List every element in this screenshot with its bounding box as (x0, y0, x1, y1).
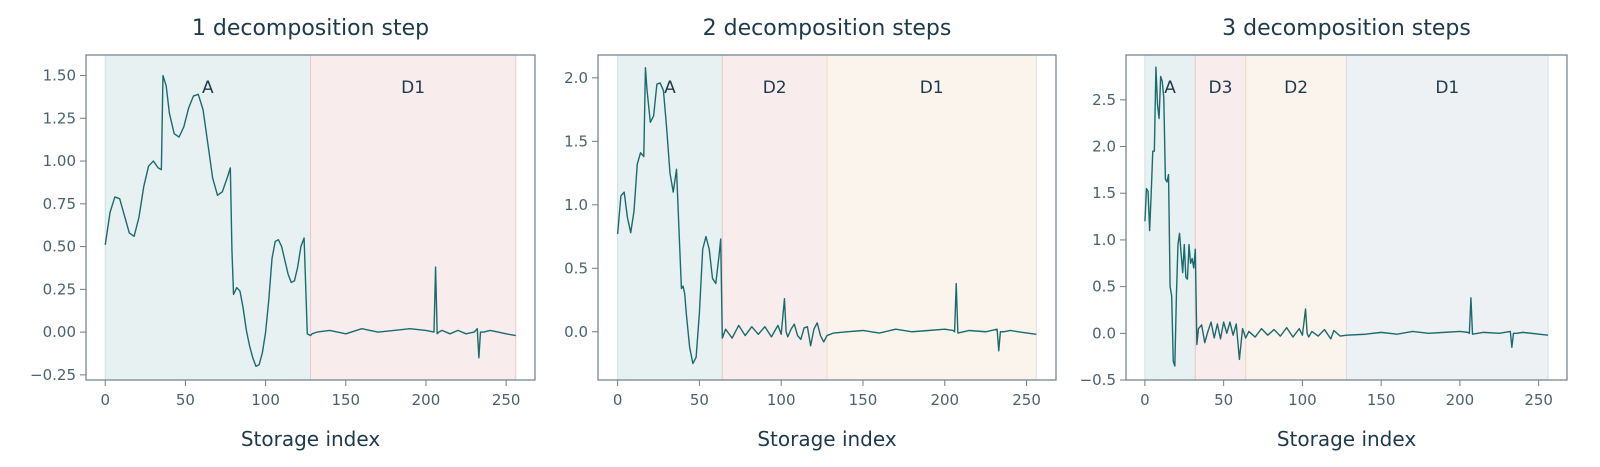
region-band-a (1144, 54, 1196, 381)
chart-title: 2 decomposition steps (703, 16, 952, 41)
x-tick-label: 200 (1446, 391, 1475, 409)
series-line (1144, 66, 1549, 367)
x-tick-label: 150 (1367, 391, 1396, 409)
y-tick-label: 0.75 (43, 195, 76, 213)
y-tick-label: −0.5 (1080, 371, 1116, 389)
x-tick-label: 150 (331, 391, 360, 409)
y-tick-label: 1.25 (43, 109, 76, 127)
x-axis-label: Storage index (757, 427, 896, 451)
region-label-d2: D2 (763, 78, 787, 98)
subplot-1-decomposition-step: A D1 0 50 100 150 200 250 −0.25 0.00 0.25 0.50 0.75 1… (30, 16, 536, 451)
x-tick-label: 100 (1288, 391, 1317, 409)
x-tick-label: 50 (690, 391, 709, 409)
y-tick-label: 0.5 (564, 259, 588, 277)
region-band-d1 (1346, 54, 1549, 381)
series-line (616, 67, 1037, 365)
y-tick-label: 1.5 (1092, 184, 1116, 202)
x-axis-label: Storage index (241, 427, 380, 451)
y-tick-label: 0.25 (43, 280, 76, 298)
axes-frame (597, 54, 1057, 381)
y-tick-label: 0.0 (564, 323, 588, 341)
x-tick-label: 250 (1012, 391, 1041, 409)
x-tick-label: 50 (1214, 391, 1233, 409)
x-tick-label: 200 (930, 391, 959, 409)
y-tick-label: 1.0 (1092, 231, 1116, 249)
region-label-d1: D1 (401, 78, 425, 98)
region-label-d3: D3 (1209, 78, 1233, 98)
series-line (104, 74, 516, 368)
region-label-d1: D1 (1435, 78, 1459, 98)
y-tick-label: 2.0 (564, 69, 588, 87)
region-label-d2: D2 (1284, 78, 1308, 98)
y-tick-label: 0.50 (43, 238, 76, 256)
region-band-a (104, 54, 311, 381)
y-tick-label: 0.5 (1092, 278, 1116, 296)
x-tick-label: 250 (1524, 391, 1553, 409)
x-tick-label: 0 (100, 391, 110, 409)
y-tick-label: 1.00 (43, 152, 76, 170)
x-tick-label: 50 (176, 391, 195, 409)
region-band-d1 (310, 54, 517, 381)
y-tick-label: −0.25 (30, 366, 76, 384)
x-tick-label: 0 (1140, 391, 1150, 409)
y-tick-label: 1.5 (564, 132, 588, 150)
region-label-a: A (1164, 78, 1176, 98)
x-tick-label: 150 (849, 391, 878, 409)
region-label-a: A (202, 78, 214, 98)
x-tick-label: 0 (613, 391, 623, 409)
region-band-d2 (1245, 54, 1347, 381)
y-tick-label: 0.0 (1092, 324, 1116, 342)
x-tick-label: 200 (412, 391, 441, 409)
y-tick-label: 1.0 (564, 196, 588, 214)
x-tick-label: 250 (492, 391, 521, 409)
y-tick-label: 2.0 (1092, 138, 1116, 156)
axes-frame (85, 54, 536, 381)
subplot-3-decomposition-steps: A D3 D2 D1 0 50 100 150 200 250 −0.5 0.0 0.5 1.0 1.5 2.… (1080, 16, 1568, 451)
axes-frame (1125, 54, 1568, 381)
chart-title: 1 decomposition step (192, 16, 429, 41)
subplot-2-decomposition-steps: A D2 D1 0 50 100 150 200 250 0.0 0.5 1.0 1.5 2.0 2 dec… (564, 16, 1057, 451)
y-tick-label: 2.5 (1092, 91, 1116, 109)
x-tick-label: 100 (767, 391, 796, 409)
region-band-d1 (826, 54, 1037, 381)
x-tick-label: 100 (251, 391, 280, 409)
region-label-a: A (664, 78, 676, 98)
region-label-d1: D1 (920, 78, 944, 98)
y-tick-label: 1.50 (43, 67, 76, 85)
x-axis-label: Storage index (1277, 427, 1416, 451)
chart-title: 3 decomposition steps (1222, 16, 1471, 41)
y-tick-label: 0.00 (43, 323, 76, 341)
